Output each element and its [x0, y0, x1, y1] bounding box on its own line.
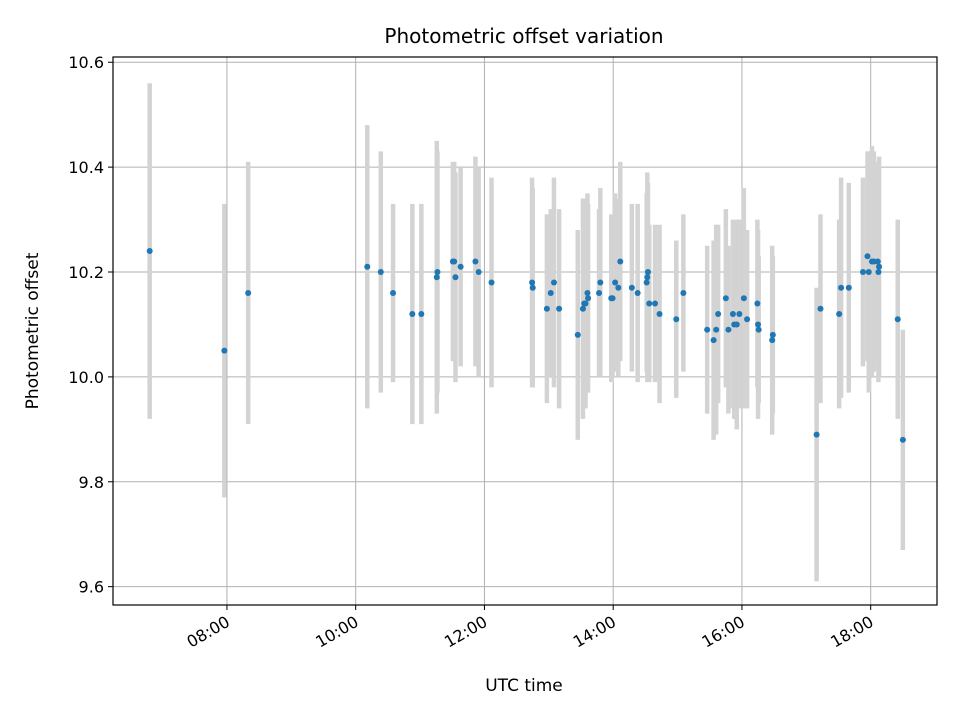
y-tick-label: 10.6 — [68, 53, 104, 72]
data-point — [836, 310, 843, 317]
data-point — [736, 310, 743, 317]
data-point — [617, 258, 624, 265]
data-point — [457, 263, 464, 270]
data-point — [813, 431, 820, 438]
data-point — [615, 284, 622, 291]
data-point — [754, 300, 761, 307]
data-point — [418, 310, 425, 317]
data-point — [574, 331, 581, 338]
data-point — [729, 310, 736, 317]
data-point — [733, 321, 740, 328]
data-point — [596, 289, 603, 296]
x-axis-title: UTC time — [485, 676, 563, 696]
y-tick-label: 9.8 — [79, 473, 104, 492]
data-point — [472, 258, 479, 265]
data-points — [146, 248, 906, 443]
data-point — [644, 274, 651, 281]
data-point — [769, 331, 776, 338]
data-point — [864, 253, 871, 260]
chart-title: Photometric offset variation — [384, 24, 663, 48]
data-point — [722, 295, 729, 302]
data-point — [859, 269, 866, 276]
data-point — [451, 258, 458, 265]
data-point — [556, 305, 563, 312]
data-point — [876, 263, 883, 270]
y-axis-title: Photometric offset — [23, 252, 43, 409]
data-point — [146, 248, 153, 255]
y-tick-label: 10.4 — [68, 158, 104, 177]
data-point — [894, 316, 901, 323]
data-point — [744, 316, 751, 323]
data-point — [673, 316, 680, 323]
data-point — [547, 289, 554, 296]
data-point — [755, 321, 762, 328]
data-point — [634, 289, 641, 296]
data-point — [838, 284, 845, 291]
data-point — [769, 337, 776, 344]
data-point — [644, 269, 651, 276]
plot-frame — [112, 56, 938, 606]
data-point — [609, 295, 616, 302]
data-point — [652, 300, 659, 307]
data-point — [377, 269, 384, 276]
y-tick-label: 10.0 — [68, 368, 104, 387]
data-point — [488, 279, 495, 286]
data-point — [475, 269, 482, 276]
data-point — [715, 310, 722, 317]
data-point — [646, 300, 653, 307]
data-point — [584, 289, 591, 296]
data-point — [543, 305, 550, 312]
data-point — [529, 279, 536, 286]
data-point — [221, 347, 228, 354]
data-point — [713, 326, 720, 333]
y-tick-label: 9.6 — [79, 578, 104, 597]
data-point — [874, 258, 881, 265]
data-point — [409, 310, 416, 317]
y-tick-label: 10.2 — [68, 263, 104, 282]
data-point — [875, 269, 882, 276]
data-point — [579, 305, 586, 312]
data-point — [390, 289, 397, 296]
data-point — [725, 326, 732, 333]
data-point — [710, 337, 717, 344]
data-point — [597, 279, 604, 286]
data-point — [433, 274, 440, 281]
data-point — [585, 295, 592, 302]
data-point — [643, 279, 650, 286]
data-point — [740, 295, 747, 302]
data-point — [550, 279, 557, 286]
data-point — [245, 289, 252, 296]
data-point — [452, 274, 459, 281]
data-point — [845, 284, 852, 291]
data-point — [529, 284, 536, 291]
data-point — [704, 326, 711, 333]
data-point — [364, 263, 371, 270]
data-point — [817, 305, 824, 312]
data-point — [656, 310, 663, 317]
data-point — [755, 326, 762, 333]
data-point — [680, 289, 687, 296]
data-point — [582, 300, 589, 307]
data-point — [628, 284, 635, 291]
data-point — [612, 279, 619, 286]
data-point — [899, 436, 906, 443]
data-point — [865, 269, 872, 276]
data-point — [434, 269, 441, 276]
